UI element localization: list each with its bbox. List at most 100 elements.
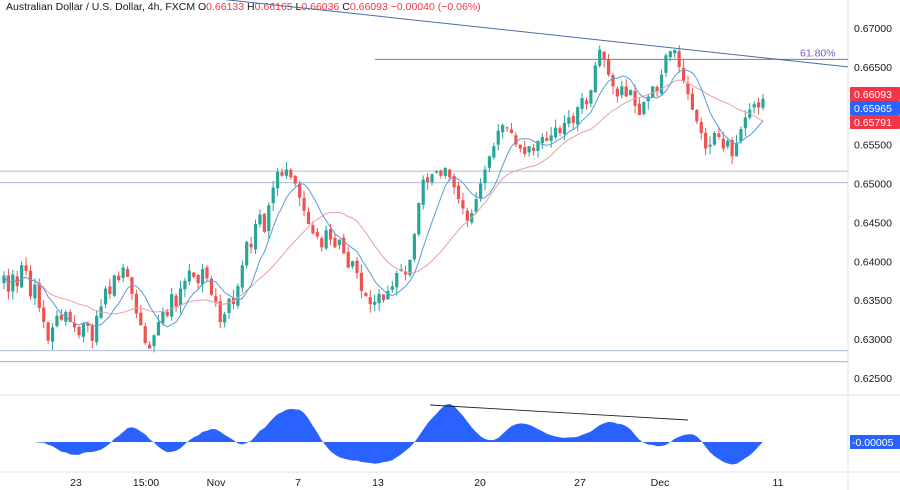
candle-body (377, 294, 381, 304)
candle (487, 155, 492, 173)
candle (673, 49, 677, 59)
candle-body (721, 138, 725, 149)
candle-body (629, 90, 633, 96)
x-tick-label: 20 (474, 477, 486, 489)
candle (743, 110, 747, 137)
candle (531, 144, 536, 156)
x-tick-label: 23 (70, 477, 82, 489)
candle-body (443, 168, 447, 176)
candle-body (77, 326, 81, 336)
candle-body (540, 136, 544, 143)
candle (33, 278, 37, 305)
candle-body (298, 183, 302, 198)
candle-body (695, 109, 699, 122)
candle-body (346, 251, 350, 268)
candle (695, 108, 699, 125)
candle (690, 87, 694, 110)
candle (734, 134, 739, 157)
price-tag-label: 0.65791 (854, 117, 892, 129)
candle-body (125, 269, 130, 277)
candle (218, 294, 222, 329)
price-tag-box (850, 87, 900, 101)
candle-body (434, 171, 439, 173)
oscillator-value-box (850, 435, 900, 449)
candle-body (726, 140, 730, 147)
candle-body (606, 59, 611, 75)
candle (262, 213, 266, 233)
candle-body (752, 104, 756, 108)
price-tag-box (850, 101, 900, 115)
candle-body (2, 275, 6, 284)
candle-body (315, 232, 319, 237)
candle (249, 236, 253, 254)
candle (240, 260, 244, 293)
candle (390, 280, 394, 293)
candle-body (452, 175, 456, 188)
candle-body (417, 203, 421, 235)
candle-body (593, 65, 597, 93)
candle (125, 266, 130, 278)
candle-body (108, 286, 112, 294)
candle-body (439, 170, 443, 176)
candle-body (478, 183, 483, 199)
candle (426, 172, 430, 191)
candle (81, 321, 86, 343)
oscillator-value-label: -0.00005 (852, 437, 894, 449)
open-label: O (197, 1, 207, 13)
candle-body (86, 323, 90, 326)
candle-body (324, 230, 328, 249)
candle (620, 80, 624, 99)
candle-body (249, 243, 253, 248)
oscillator-value-tag: -0.00005 (850, 435, 900, 449)
candle (2, 271, 6, 290)
candle-body (355, 260, 359, 273)
candle-body (386, 290, 390, 300)
candle-body (545, 137, 549, 141)
candle-body (712, 133, 717, 145)
candle (214, 288, 218, 308)
candle (103, 285, 108, 308)
high-label: H (247, 1, 255, 13)
candle-body (487, 156, 492, 168)
candle (717, 127, 721, 140)
candle (386, 285, 390, 300)
candle-body (170, 294, 174, 317)
candle (651, 86, 655, 98)
candle (227, 297, 231, 320)
candle (289, 167, 293, 180)
candle (342, 233, 346, 254)
candle-body (306, 211, 311, 224)
candle (245, 240, 249, 269)
candle-body (624, 86, 628, 97)
y-tick-label: 0.67000 (854, 23, 892, 35)
y-tick-label: 0.64000 (854, 256, 892, 268)
candle-body (200, 269, 205, 285)
candle-body (531, 147, 536, 151)
candle-body (165, 311, 169, 316)
candle (589, 89, 593, 108)
x-tick-label: 27 (574, 477, 586, 489)
candle (170, 287, 174, 321)
price-tag: 0.66093 (850, 87, 900, 101)
candle (258, 209, 262, 228)
candle-body (364, 293, 368, 297)
candle-body (311, 225, 315, 234)
candle-body (756, 102, 761, 108)
candle (46, 321, 50, 344)
candle-body (518, 144, 522, 149)
candle (704, 127, 708, 156)
candle (730, 137, 734, 165)
candle-body (333, 237, 337, 248)
x-tick-label: 7 (295, 477, 301, 489)
candle (708, 136, 712, 155)
price-tag: 0.65791 (850, 115, 900, 129)
candle-body (271, 187, 275, 204)
candle (368, 289, 372, 313)
candle-body (373, 301, 377, 305)
candle-body (24, 265, 28, 271)
candle-body (651, 86, 655, 98)
candle-body (320, 238, 324, 248)
x-tick-label: 15:00 (133, 477, 159, 489)
low-value: 0.66036 (301, 1, 340, 13)
